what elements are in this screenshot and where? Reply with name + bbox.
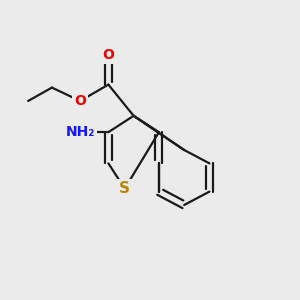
- Text: O: O: [103, 48, 114, 62]
- Text: NH₂: NH₂: [65, 125, 95, 139]
- Text: S: S: [119, 181, 130, 196]
- Text: O: O: [74, 94, 86, 108]
